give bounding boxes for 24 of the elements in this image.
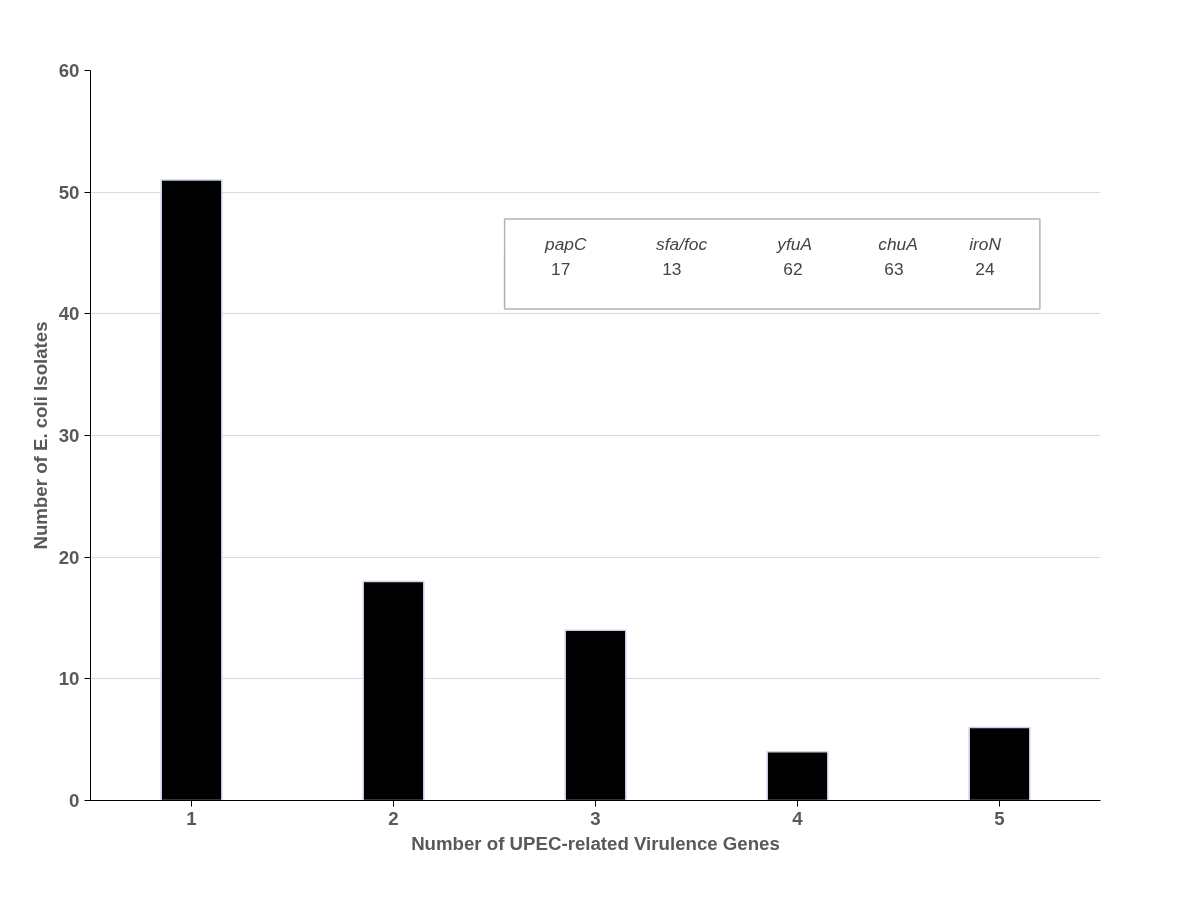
y-tick-label: 30 xyxy=(58,425,80,446)
y-axis-title: Number of E. coli Isolates xyxy=(29,321,51,550)
annotation: sfa/foc xyxy=(656,233,708,254)
x-tick-label: 5 xyxy=(994,807,1005,829)
y-tick-label: 50 xyxy=(58,181,80,203)
annotation: 24 xyxy=(975,258,995,279)
annotation: chuA xyxy=(878,233,918,254)
x-tick-label: 2 xyxy=(388,807,399,829)
annotation: papC xyxy=(544,233,587,254)
annotation: 17 xyxy=(551,258,571,279)
y-tick-label: 10 xyxy=(58,668,80,690)
annotation: 62 xyxy=(783,258,803,279)
annotation: 63 xyxy=(884,258,904,279)
annotation: iroN xyxy=(969,233,1002,254)
y-tick-label: 0 xyxy=(69,790,80,811)
y-tick-label: 60 xyxy=(58,60,80,81)
y-tick-label: 40 xyxy=(58,303,80,325)
y-tick-label: 20 xyxy=(58,546,80,568)
annotation: 13 xyxy=(662,258,682,279)
x-axis-title: Number of UPEC-related Virulence Genes xyxy=(411,832,780,854)
x-tick-label: 1 xyxy=(186,807,197,829)
x-tick-label: 4 xyxy=(792,807,804,829)
annotation: yfuA xyxy=(776,233,812,254)
x-tick-label: 3 xyxy=(590,807,601,829)
